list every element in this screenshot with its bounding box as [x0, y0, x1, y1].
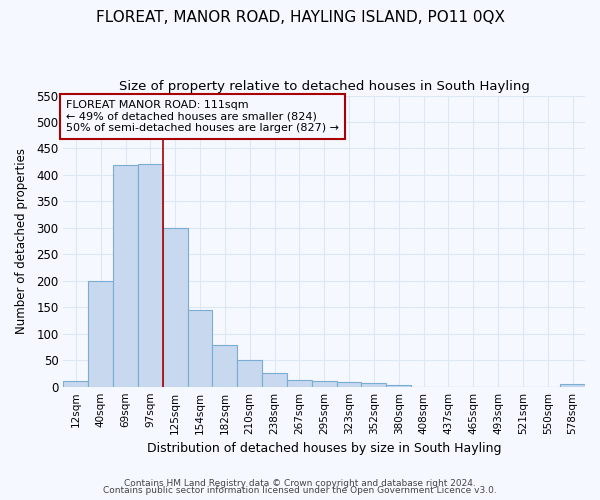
Bar [138, 164, 163, 386]
Y-axis label: Number of detached properties: Number of detached properties [15, 148, 28, 334]
Text: Contains public sector information licensed under the Open Government Licence v3: Contains public sector information licen… [103, 486, 497, 495]
Bar [337, 382, 361, 386]
Text: FLOREAT, MANOR ROAD, HAYLING ISLAND, PO11 0QX: FLOREAT, MANOR ROAD, HAYLING ISLAND, PO1… [95, 10, 505, 25]
Bar [88, 281, 113, 386]
Bar [113, 166, 138, 386]
Bar [237, 360, 262, 386]
Text: FLOREAT MANOR ROAD: 111sqm
← 49% of detached houses are smaller (824)
50% of sem: FLOREAT MANOR ROAD: 111sqm ← 49% of deta… [66, 100, 339, 133]
Bar [262, 374, 287, 386]
Bar [212, 346, 237, 387]
Text: Contains HM Land Registry data © Crown copyright and database right 2024.: Contains HM Land Registry data © Crown c… [124, 478, 476, 488]
Bar [287, 380, 312, 386]
Bar [386, 385, 411, 386]
Bar [361, 383, 386, 386]
Bar [163, 228, 188, 386]
Bar [560, 384, 585, 386]
Bar [188, 310, 212, 386]
Bar [312, 382, 337, 386]
X-axis label: Distribution of detached houses by size in South Hayling: Distribution of detached houses by size … [147, 442, 502, 455]
Bar [64, 382, 88, 386]
Title: Size of property relative to detached houses in South Hayling: Size of property relative to detached ho… [119, 80, 530, 93]
